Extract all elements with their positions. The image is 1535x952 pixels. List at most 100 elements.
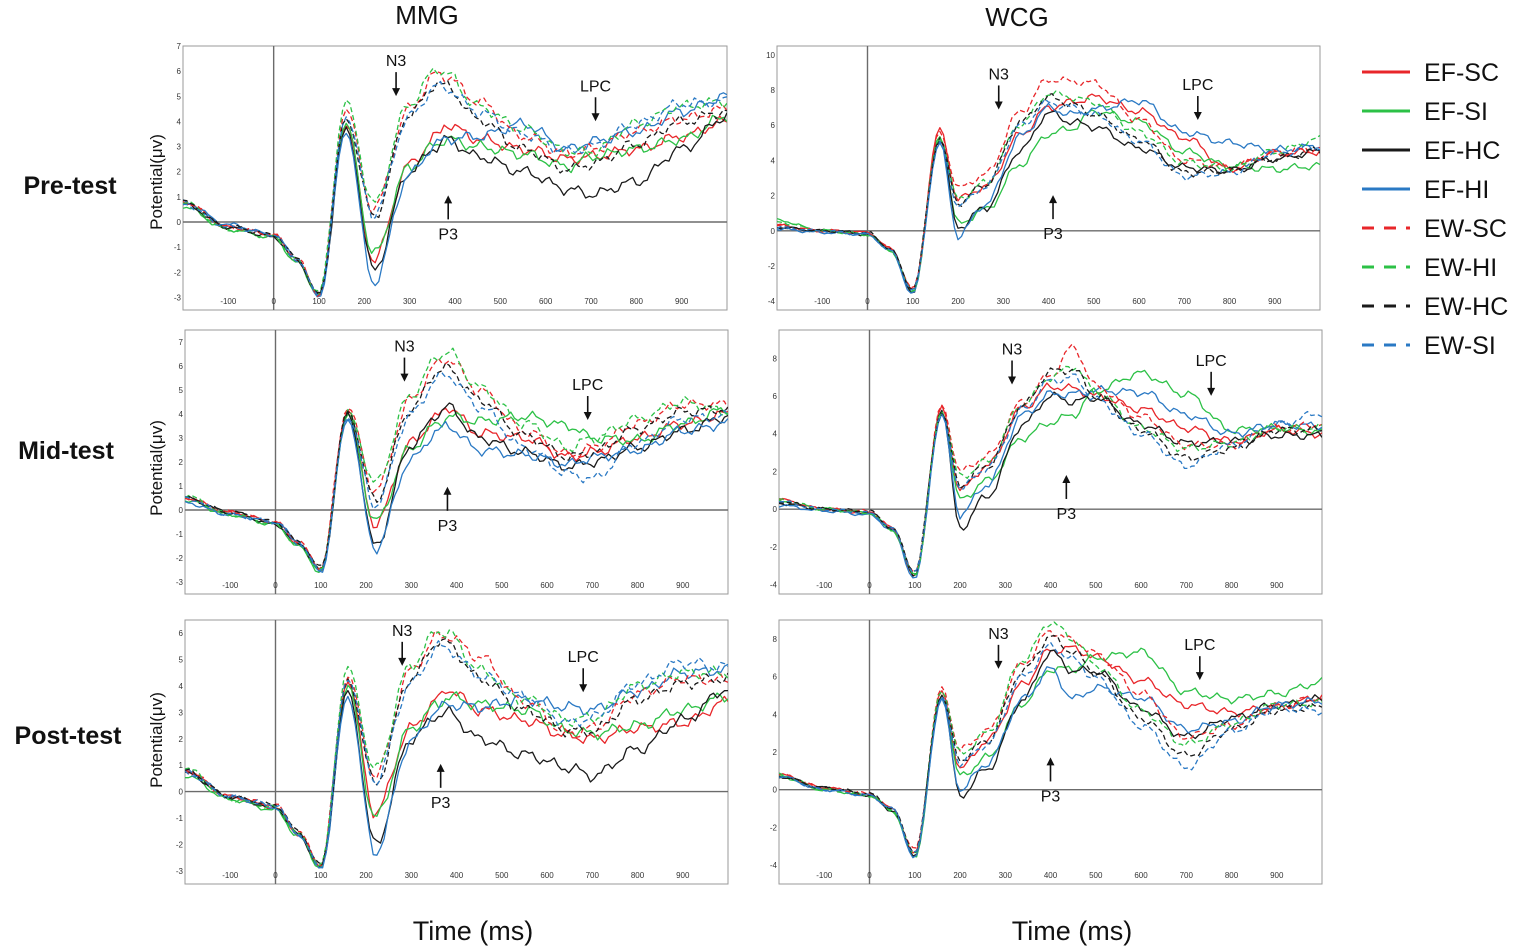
- x-tick-label: 100: [314, 871, 328, 880]
- x-tick-label: 900: [676, 871, 690, 880]
- annotation-p3: P3: [431, 763, 451, 812]
- legend-label: EF-SI: [1424, 98, 1488, 126]
- annotation-label: LPC: [1184, 637, 1215, 654]
- y-tick-label: -3: [176, 578, 184, 587]
- x-tick-label: 800: [631, 871, 645, 880]
- x-tick-label: 300: [999, 871, 1013, 880]
- series-line-ef-hi: [779, 384, 1322, 579]
- y-tick-label: 6: [773, 673, 778, 682]
- chart-panels: -100 0 100 200 300 400 500 600 700 800 900-3-2-101…: [174, 42, 1323, 885]
- x-tick-label: 400: [1044, 581, 1058, 590]
- x-tick-label: 400: [1042, 297, 1056, 306]
- panel-mmg-post: -100 0 100 200 300 400 500 600 700 800 900 -3 -2 -1 0 1…: [176, 619, 729, 885]
- x-tick-label: -100: [816, 581, 833, 590]
- column-title-mmg: MMG: [395, 0, 459, 30]
- x-tick-label: 300: [405, 581, 419, 590]
- arrow-head: [994, 660, 1003, 669]
- annotation-label: LPC: [572, 377, 603, 394]
- legend: EF-SC EF-SI EF-HC EF-HI EW-SC EW-HI EW-HC EW-SI: [1362, 59, 1508, 360]
- panel-mmg-mid: -100 0 100 200 300 400 500 600 700 800 900 -3 -2 -1 0 1…: [176, 329, 729, 595]
- annotation-n3: N3: [394, 339, 415, 382]
- series-line-ef-sc: [185, 407, 728, 572]
- column-title-wcg: WCG: [985, 2, 1049, 32]
- y-tick-label: 6: [771, 121, 776, 130]
- annotation-label: P3: [1057, 506, 1077, 523]
- panel-frame: [184, 329, 729, 595]
- y-tick-label: 0: [177, 218, 182, 227]
- series-line-ew-si: [183, 80, 727, 296]
- y-tick-label: 7: [177, 42, 182, 51]
- annotation-lpc: LPC: [568, 649, 599, 693]
- y-tick-label: 10: [766, 51, 775, 60]
- x-tick-label: 500: [1087, 297, 1101, 306]
- ylabel-pre-test: Potential(μv): [147, 134, 166, 230]
- y-tick-label: 4: [773, 710, 778, 719]
- x-tick-label: 900: [676, 581, 690, 590]
- annotation-label: P3: [1043, 226, 1063, 243]
- legend-label: EF-HI: [1424, 176, 1489, 204]
- series-line-ef-hc: [779, 649, 1322, 857]
- y-tick-label: 0: [773, 505, 778, 514]
- x-tick-label: -100: [814, 297, 831, 306]
- y-tick-label: 6: [179, 629, 184, 638]
- annotation-label: N3: [1002, 342, 1023, 359]
- y-tick-label: 3: [179, 708, 184, 717]
- x-tick-label: 200: [359, 871, 373, 880]
- x-tick-label: 700: [586, 581, 600, 590]
- legend-item-ef-hi: EF-HI: [1362, 176, 1489, 204]
- y-tick-label: -1: [176, 530, 184, 539]
- x-tick-label: 400: [1044, 871, 1058, 880]
- x-tick-label: 400: [450, 871, 464, 880]
- series-line-ew-hi: [183, 67, 727, 292]
- arrow-head: [591, 113, 600, 122]
- annotation-lpc: LPC: [1184, 637, 1215, 681]
- series-line-ew-si: [779, 373, 1322, 574]
- y-tick-label: -3: [176, 867, 184, 876]
- annotation-p3: P3: [1057, 474, 1077, 523]
- series-line-ew-sc: [183, 70, 727, 298]
- y-tick-label: 2: [179, 735, 184, 744]
- y-tick-label: 7: [179, 338, 184, 347]
- x-tick-label: 200: [951, 297, 965, 306]
- annotation-lpc: LPC: [580, 78, 611, 122]
- annotation-p3: P3: [438, 195, 458, 243]
- row-label-pre-test: Pre-test: [23, 172, 117, 200]
- y-tick-label: 4: [179, 682, 184, 691]
- arrow-head: [1049, 195, 1058, 204]
- annotation-label: P3: [1041, 788, 1061, 805]
- y-tick-label: 5: [179, 656, 184, 665]
- annotation-n3: N3: [988, 626, 1009, 669]
- x-tick-label: 0: [273, 871, 278, 880]
- series-group: [777, 76, 1320, 294]
- y-tick-label: 2: [773, 467, 778, 476]
- panel-wcg-mid: -100 0 100 200 300 400 500 600 700 800 900 -4 -2 0 2 4 6…: [770, 329, 1323, 595]
- panel-frame: [778, 329, 1323, 595]
- series-line-ew-hi: [185, 347, 728, 571]
- x-tick-label: 700: [1178, 297, 1192, 306]
- y-tick-label: -4: [768, 297, 776, 306]
- y-tick-label: -1: [176, 814, 184, 823]
- x-tick-label: 800: [1225, 581, 1239, 590]
- y-tick-label: 2: [177, 168, 182, 177]
- x-tick-label: 600: [1134, 581, 1148, 590]
- panel-frame: [184, 619, 729, 885]
- legend-label: EW-HI: [1424, 254, 1497, 282]
- y-tick-label: 5: [179, 386, 184, 395]
- annotation-lpc: LPC: [1182, 77, 1213, 120]
- xlabel-wcg: Time (ms): [1012, 916, 1132, 946]
- series-line-ew-hi: [779, 365, 1322, 576]
- y-tick-label: 0: [771, 227, 776, 236]
- ylabel-post-test: Potential(μv): [147, 692, 166, 788]
- x-tick-label: -100: [222, 581, 239, 590]
- x-tick-label: 900: [675, 297, 689, 306]
- y-tick-label: -1: [174, 243, 182, 252]
- x-tick-label: 600: [540, 581, 554, 590]
- y-tick-label: 1: [179, 482, 184, 491]
- x-tick-label: 300: [403, 297, 417, 306]
- series-line-ew-hc: [185, 637, 728, 865]
- y-tick-label: -2: [768, 262, 776, 271]
- x-tick-label: 100: [906, 297, 920, 306]
- x-tick-label: 500: [495, 871, 509, 880]
- x-tick-label: 600: [1134, 871, 1148, 880]
- arrow-head: [583, 412, 592, 420]
